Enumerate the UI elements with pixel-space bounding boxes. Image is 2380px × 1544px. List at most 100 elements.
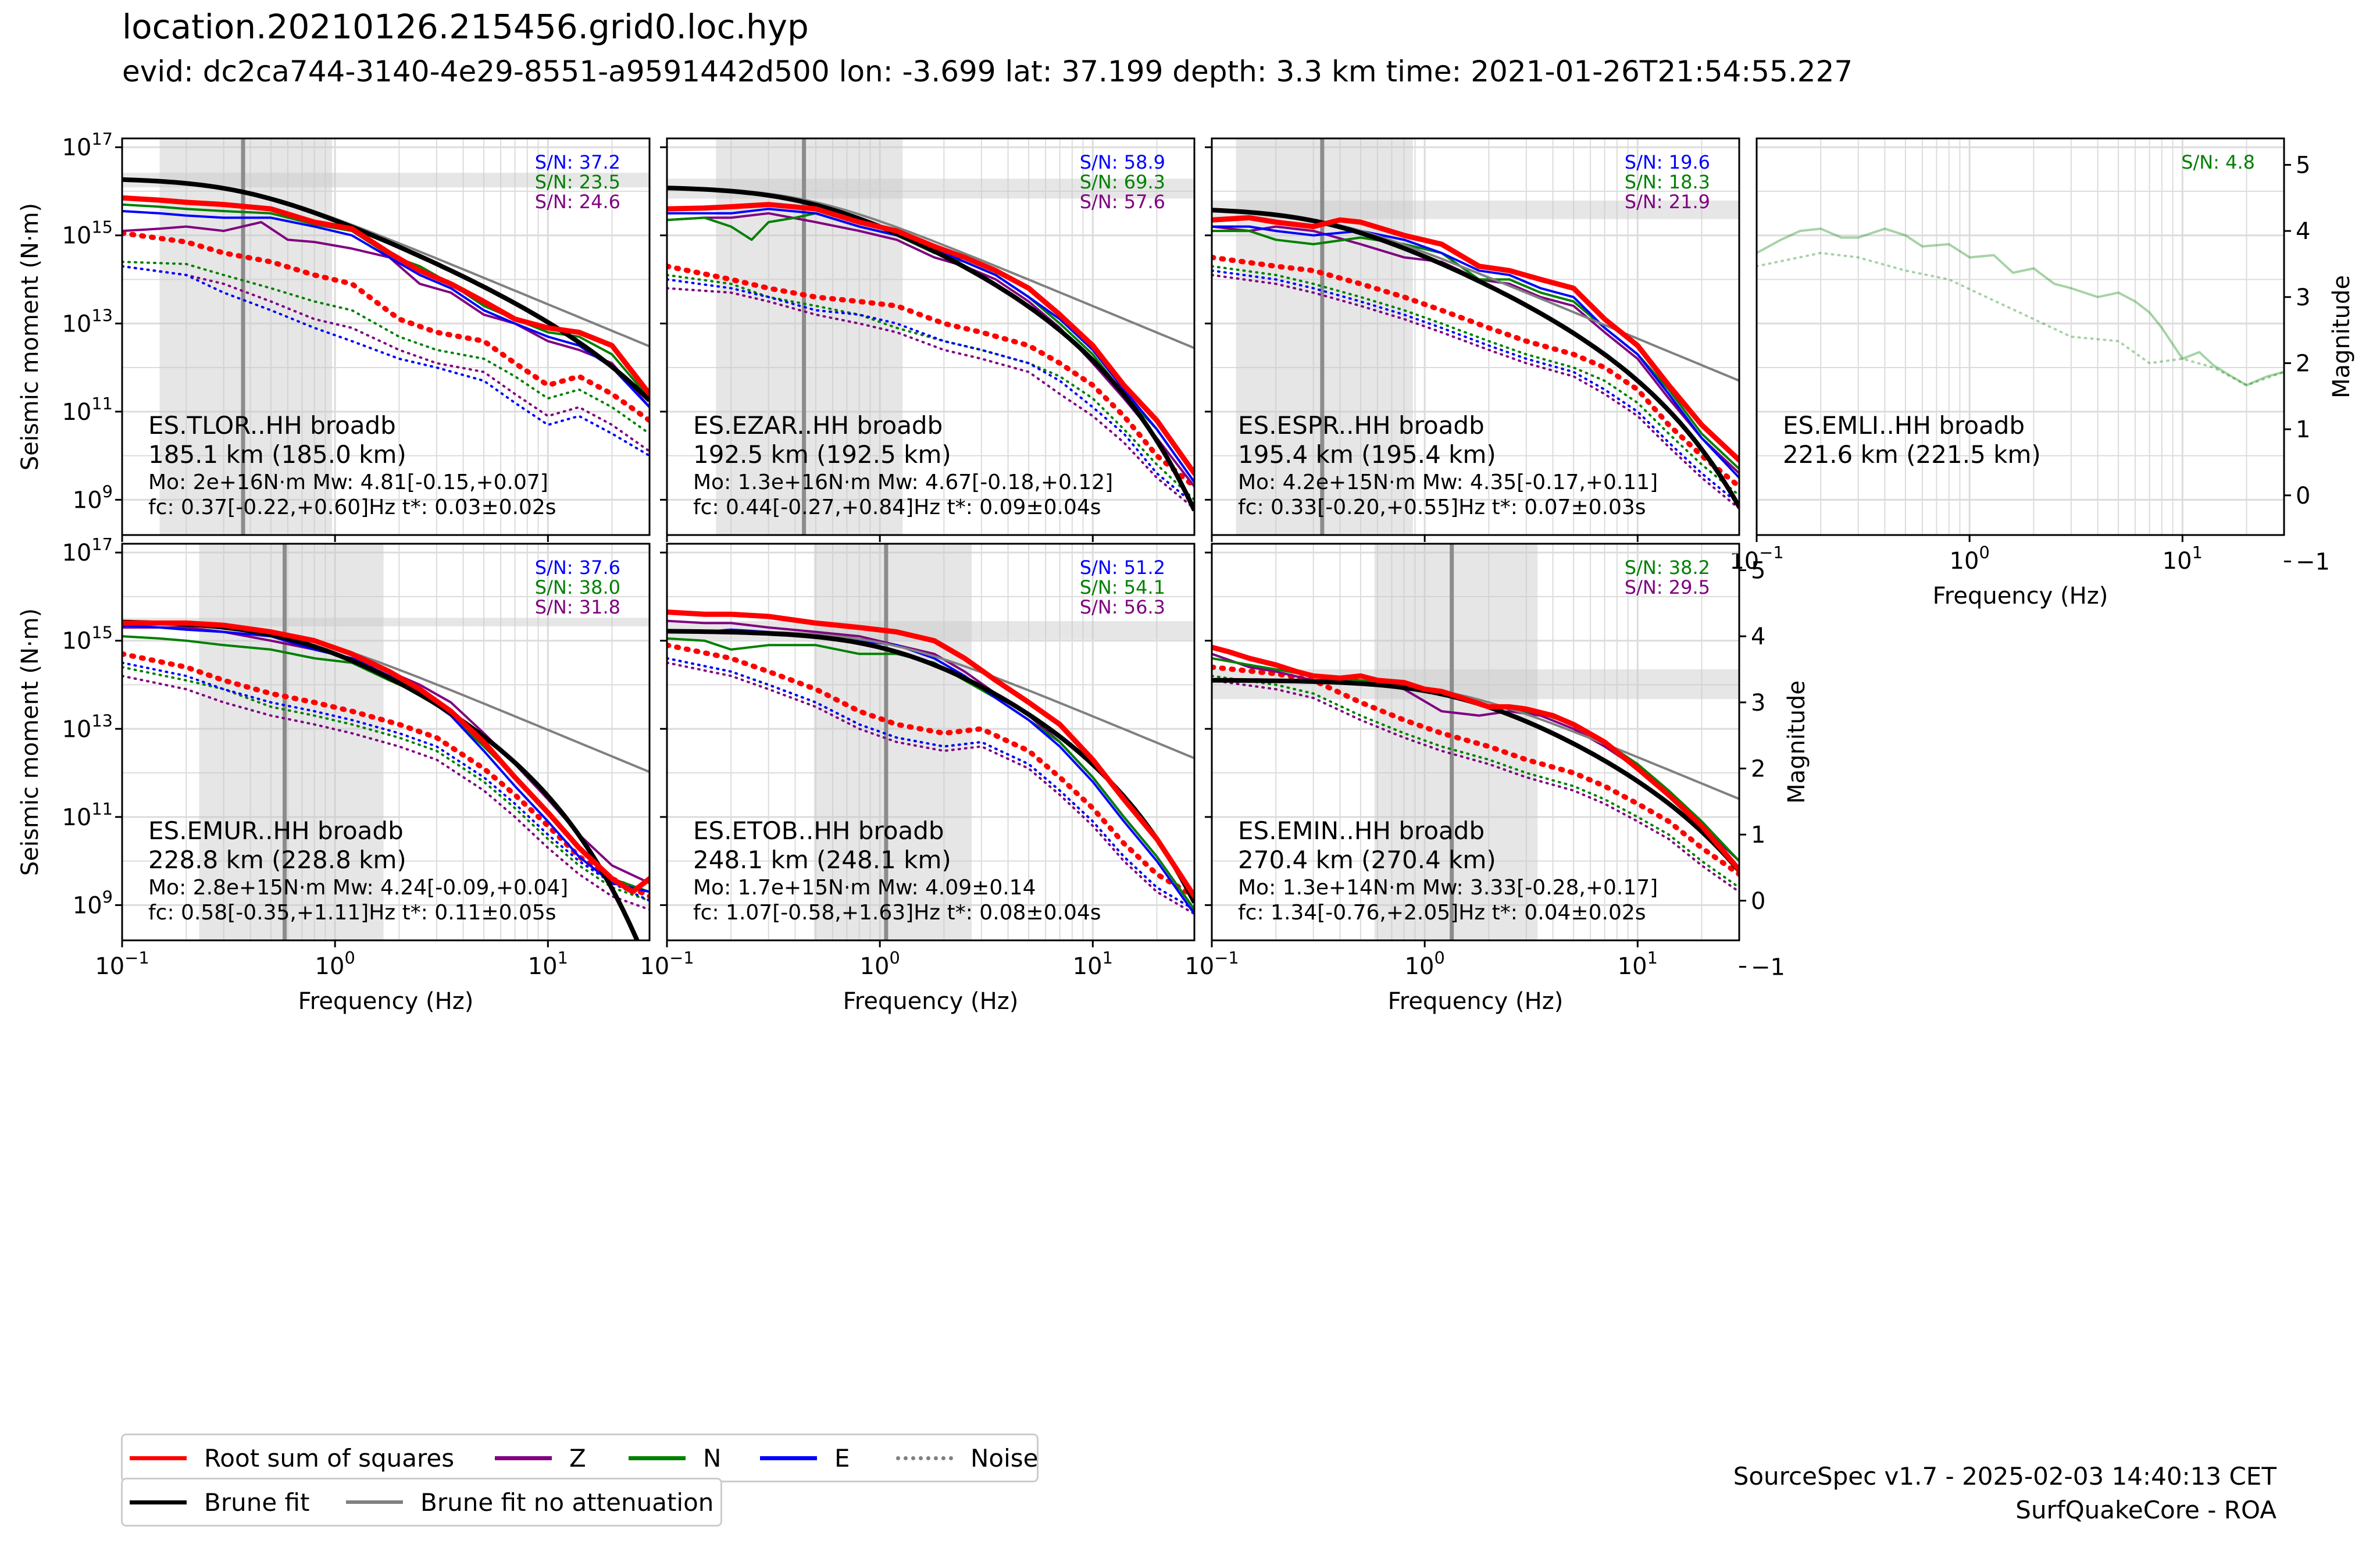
fc-label: fc: 1.34[-0.76,+2.05]Hz t*: 0.04±0.02s	[1238, 901, 1646, 925]
magnitude-tick-label: 0	[1751, 888, 1765, 915]
sn-label: S/N: 58.9	[1080, 151, 1165, 173]
legend-swatch-n	[629, 1456, 686, 1460]
mo-label: Mo: 4.2e+15N·m Mw: 4.35[-0.17,+0.11]	[1238, 470, 1658, 494]
legend-swatch-brune-noatt	[346, 1500, 403, 1504]
sn-label: S/N: 24.6	[535, 191, 620, 213]
x-tick-label: 10−1	[640, 948, 694, 980]
fc-label: fc: 0.44[-0.27,+0.84]Hz t*: 0.09±0.04s	[693, 495, 1101, 519]
magnitude-tick-label: 4	[1751, 623, 1765, 650]
y-tick-label-base: 10	[62, 716, 91, 743]
noise-e-line	[667, 657, 1194, 911]
magnitude-tick-label: −1	[2296, 548, 2330, 575]
distance-label: 248.1 km (248.1 km)	[693, 846, 951, 874]
mo-label: Mo: 1.7e+15N·m Mw: 4.09±0.14	[693, 876, 1036, 900]
x-tick-label-base: 10	[1184, 953, 1214, 980]
spectrum-panel-2: S/N: 58.9S/N: 69.3S/N: 57.6 ES.EZAR..HH b…	[660, 137, 1196, 542]
legend-label-e: E	[834, 1443, 850, 1472]
legend-swatch-rss	[130, 1456, 187, 1460]
y-tick-label-base: 10	[62, 540, 91, 566]
y-tick-label: 1011	[62, 799, 113, 831]
legend-swatch-e	[760, 1456, 817, 1460]
sn-label: S/N: 18.3	[1625, 171, 1710, 193]
legend-swatch-noise	[896, 1456, 953, 1460]
panel-frame	[666, 137, 1196, 536]
e-component-line	[667, 208, 1194, 484]
fc-label: fc: 0.33[-0.20,+0.55]Hz t*: 0.07±0.03s	[1238, 495, 1646, 519]
magnitude-tick-label: 2	[1751, 755, 1765, 782]
panel-plot-area	[122, 544, 650, 940]
x-tick-label-exp: 0	[344, 948, 355, 968]
y-tick-label-exp: 9	[102, 887, 113, 907]
sn-label: S/N: 37.2	[535, 151, 620, 173]
station-label: ES.TLOR..HH broadb	[148, 411, 396, 440]
station-label: ES.EMLI..HH broadb	[1783, 411, 2025, 440]
sn-label: S/N: 51.2	[1080, 557, 1165, 579]
magnitude-axis-label: Magnitude	[1783, 680, 1810, 804]
panel-plot-area	[667, 544, 1194, 940]
sn-label: S/N: 69.3	[1080, 171, 1165, 193]
y-tick-label-exp: 13	[91, 711, 113, 730]
y-tick-label: 1015	[62, 623, 113, 655]
sn-label: S/N: 38.0	[535, 576, 620, 598]
x-tick-label-exp: −1	[1759, 543, 1783, 562]
magnitude-axis-label: Magnitude	[2328, 275, 2355, 398]
fc-label: fc: 0.58[-0.35,+1.11]Hz t*: 0.11±0.05s	[148, 901, 556, 925]
legend-item-e: E	[760, 1435, 850, 1481]
y-axis-label: Seismic moment (N·m)	[17, 203, 44, 470]
panel-frame	[121, 543, 651, 942]
panel-frame	[121, 137, 651, 536]
x-tick-label-exp: 0	[889, 948, 900, 968]
distance-label: 195.4 km (195.4 km)	[1238, 440, 1496, 469]
x-tick-label: 10−1	[1729, 543, 1783, 575]
x-tick-label-exp: 0	[1979, 543, 1989, 562]
mo-label: Mo: 2.8e+15N·m Mw: 4.24[-0.09,+0.04]	[148, 876, 568, 900]
e-component-line	[122, 210, 650, 409]
y-tick-label-base: 10	[62, 311, 91, 337]
legend-label-n: N	[703, 1443, 722, 1472]
x-tick-label: 100	[860, 948, 900, 980]
x-tick-label-exp: −1	[669, 948, 694, 968]
mo-label: Mo: 1.3e+14N·m Mw: 3.33[-0.28,+0.17]	[1238, 876, 1658, 900]
x-axis-label: Frequency (Hz)	[843, 988, 1019, 1015]
panel-plot-area	[1212, 544, 1739, 940]
fc-uncertainty-band	[813, 544, 972, 940]
panel-plot-area	[667, 138, 1194, 535]
y-tick-label: 1017	[62, 534, 113, 566]
spectrum-panel-5: S/N: 37.6S/N: 38.0S/N: 31.8 ES.EMUR..HH b…	[17, 534, 651, 1015]
y-tick-label-base: 10	[73, 892, 102, 919]
rss-line	[667, 202, 1194, 476]
legend-item-n: N	[629, 1435, 721, 1481]
fc-label: fc: 0.37[-0.22,+0.60]Hz t*: 0.03±0.02s	[148, 495, 556, 519]
noise-e-line	[1212, 269, 1739, 505]
spectrum-panel-6: S/N: 51.2S/N: 54.1S/N: 56.3 ES.ETOB..HH b…	[640, 543, 1196, 1015]
x-tick-label-base: 10	[1950, 548, 1979, 575]
legend-label-z: Z	[569, 1443, 586, 1472]
x-axis-label: Frequency (Hz)	[1933, 583, 2108, 609]
noise-z-line	[667, 287, 1194, 510]
brune-fit-line	[1212, 208, 1739, 508]
y-tick-label: 1011	[62, 394, 113, 426]
y-tick-label-exp: 15	[91, 217, 113, 237]
station-label: ES.EZAR..HH broadb	[693, 411, 943, 440]
x-tick-label: 101	[528, 948, 568, 980]
x-tick-label: 101	[1073, 948, 1113, 980]
noise-n-line	[1212, 675, 1739, 889]
legend-item-brune-noatt: Brune fit no attenuation	[346, 1479, 713, 1525]
x-tick-label-exp: −1	[124, 948, 149, 968]
legend-label-brune: Brune fit	[204, 1488, 310, 1517]
noise-n-line	[122, 261, 650, 435]
sn-label: S/N: 38.2	[1625, 557, 1710, 579]
noise-rss-line	[667, 263, 1194, 490]
station-label: ES.EMIN..HH broadb	[1238, 816, 1485, 845]
y-tick-label-base: 10	[62, 134, 91, 161]
y-tick-label-base: 10	[62, 628, 91, 655]
x-tick-label: 101	[2163, 543, 2203, 575]
page-title: location.20210126.215456.grid0.loc.hyp	[122, 7, 809, 47]
x-tick-label: 100	[315, 948, 355, 980]
x-tick-label-exp: 1	[1647, 948, 1658, 968]
legend-label-brune-noatt: Brune fit no attenuation	[420, 1488, 714, 1517]
fc-label: fc: 1.07[-0.58,+1.63]Hz t*: 0.08±0.04s	[693, 901, 1101, 925]
sn-label: S/N: 57.6	[1080, 191, 1165, 213]
y-tick-label: 109	[73, 887, 113, 919]
distance-label: 192.5 km (192.5 km)	[693, 440, 951, 469]
